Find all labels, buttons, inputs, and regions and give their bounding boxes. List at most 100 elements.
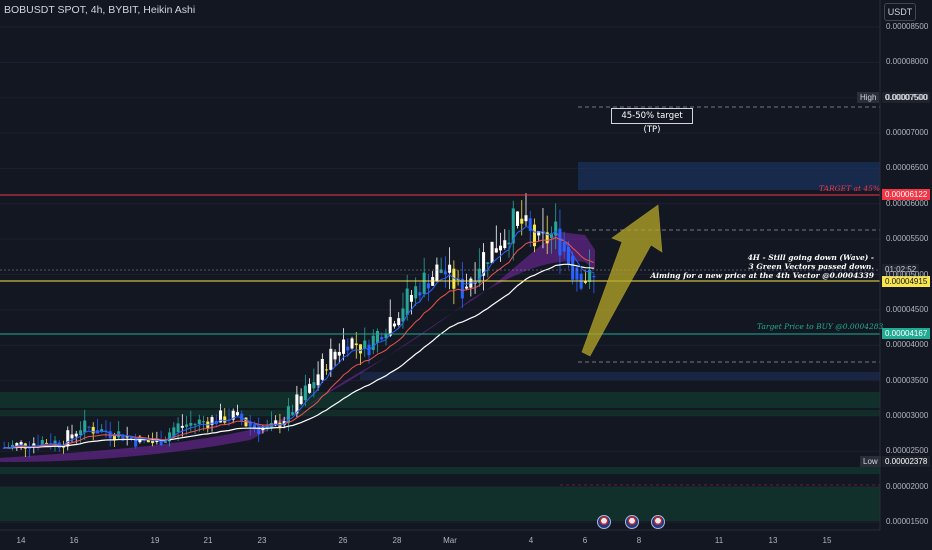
candle [418,292,422,296]
countdown-pill: 01:02:52 [882,264,920,275]
candle [456,278,460,280]
note-line-2: 3 Green Vectors passed down. [748,262,874,271]
candle [439,269,443,274]
high-label-pill: High [857,92,880,103]
candle [11,444,15,448]
candle [218,410,223,423]
candle [193,423,197,425]
candle [401,308,405,322]
candle [346,346,350,351]
candle [303,385,307,401]
candle [337,352,341,356]
candle [70,434,74,439]
price-tick-label: 0.00006000 [886,198,929,208]
symbol-title[interactable]: BOBUSDT SPOT, 4h, BYBIT, Heikin Ashi [4,4,196,16]
candle [554,221,558,236]
candle [520,218,524,224]
ema-fast-line [4,225,595,449]
candle [549,233,553,238]
time-tick-label: 28 [392,536,402,545]
candle [15,443,19,447]
candle [490,241,494,264]
candle [53,440,57,445]
candle [388,317,392,336]
candle [515,211,520,226]
candle [125,436,129,438]
candle [112,434,116,441]
time-tick-label: 19 [150,536,160,545]
demand-zone-3 [0,410,880,416]
candle [312,382,316,389]
time-tick-label: 16 [69,536,79,545]
candle [257,426,261,434]
candle [146,439,150,443]
candle [159,440,163,446]
candle [252,424,256,429]
candle [329,348,333,370]
candle [562,241,566,252]
price-tick-label: 0.00006500 [886,163,929,173]
candle [129,436,133,439]
candle [231,410,235,420]
candle [172,427,176,437]
candle [363,340,367,349]
current-value-pill: 0.00004915 [882,276,931,287]
candle [83,420,87,433]
time-tick-label: 13 [768,536,778,545]
candle [87,426,91,428]
event-flag-icon[interactable] [597,515,611,529]
target-note: TARGET at 45% [819,184,881,193]
price-tick-label: 0.00003500 [886,375,929,385]
candle [134,437,138,447]
currency-button[interactable]: USDT [884,3,916,21]
candle [45,442,49,444]
candle [409,295,413,302]
event-flag-icon[interactable] [651,515,665,529]
candle [286,406,290,424]
candle [558,228,562,256]
candle [405,288,409,316]
time-tick-label: 15 [822,536,832,545]
candle [342,339,346,354]
time-tick-label: 21 [203,536,213,545]
candle [202,421,206,423]
buy-target-note: Target Price to BUY @0.0004283 [757,322,884,331]
candle [66,430,70,447]
price-tick-label: 0.00005500 [886,234,929,244]
candle [537,230,541,236]
candle [235,412,239,416]
candle [350,338,354,349]
time-tick-label: 11 [714,536,724,545]
supply-zone [578,162,880,190]
candle [223,416,227,423]
tp-note: 45-50% target (TP) [611,108,693,135]
candle [499,245,503,251]
event-flag-icon[interactable] [625,515,639,529]
candle [375,331,380,343]
candle [91,426,95,434]
note-line-1: 4H - Still going down (Wave) - [747,253,874,262]
price-tick-label: 0.00008000 [886,57,929,67]
candle [426,283,430,289]
candle [78,430,83,436]
candle [482,252,486,276]
target-value-pill: 0.00006122 [882,189,931,200]
low-value-pill: 0.00002378 [882,456,931,467]
candle [308,383,312,393]
price-tick-label: 0.00003000 [886,410,929,420]
candle [176,423,180,433]
candle [384,333,388,339]
demand-zone-5 [0,487,880,521]
candle [261,428,265,431]
price-tick-label: 0.00007500 [886,92,929,102]
candle [465,286,469,289]
demand-zone-2 [0,392,880,408]
demand-zone-1 [360,372,880,380]
candle [274,420,278,426]
time-tick-label: 6 [582,536,588,545]
price-tick-label: 0.00008500 [886,22,929,31]
candle [507,242,511,245]
candle [325,369,329,371]
ema-lines [4,225,595,449]
